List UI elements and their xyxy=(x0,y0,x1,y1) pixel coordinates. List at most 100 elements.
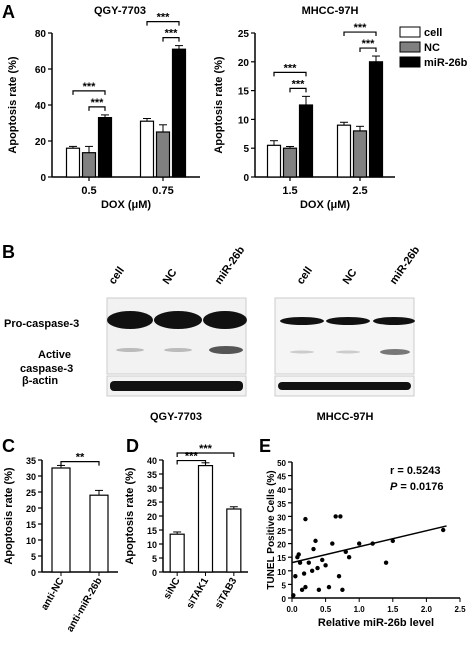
A1-ytick-label: 0 xyxy=(40,173,46,184)
A2-bar xyxy=(298,104,314,178)
A2-xtick-label: 2.5 xyxy=(352,185,367,197)
E-ytick-label: 30 xyxy=(277,513,286,522)
band-pro-nc-left xyxy=(154,311,202,329)
C-ytick-label: 10 xyxy=(26,536,36,546)
band-actin-right xyxy=(278,382,411,390)
blot-label-pro-caspase: Pro-caspase-3 xyxy=(4,318,79,330)
A2-ytick-label: 5 xyxy=(243,144,249,155)
legend-label-mir26b: miR-26b xyxy=(424,57,468,69)
E-ytick-label: 40 xyxy=(277,486,286,495)
E-data-point xyxy=(441,527,446,533)
A2-ytick-label: 15 xyxy=(238,87,250,98)
E-data-point xyxy=(303,516,308,522)
D-bar xyxy=(197,465,214,573)
E-ytick-label: 20 xyxy=(277,541,286,550)
band-active-nc-right xyxy=(336,350,360,354)
band-active-mir26b-left xyxy=(209,346,243,354)
D-ytick-label: 5 xyxy=(152,554,157,564)
A2-sig-bracket xyxy=(343,31,377,37)
C-xtick-label: anti-NC xyxy=(39,576,66,612)
D-sig-label: *** xyxy=(199,443,213,455)
D-ytick-label: 20 xyxy=(147,512,157,522)
E-xtick-label: 2.5 xyxy=(454,605,466,614)
C-sig-bracket xyxy=(60,461,100,466)
D-ytick-label: 10 xyxy=(147,540,157,550)
C-ytick-label: 5 xyxy=(31,552,36,562)
E-data-point xyxy=(323,563,328,568)
D-bar xyxy=(226,508,242,573)
E-ylabel: TUNEL Positive Cells (%) xyxy=(266,470,277,589)
A1-sig-label: *** xyxy=(83,81,97,93)
E-ytick-label: 45 xyxy=(277,473,286,482)
E-xtick-label: 1.0 xyxy=(354,605,366,614)
E-xtick-label: 0.0 xyxy=(286,605,298,614)
A2-sig-label: *** xyxy=(284,62,298,74)
chart-title-mhcc: MHCC-97H xyxy=(302,5,359,17)
E-p-symbol: P xyxy=(390,481,398,493)
blot-label-actin: β-actin xyxy=(22,375,58,387)
E-xtick-label: 0.5 xyxy=(320,605,332,614)
A2-sig-label: *** xyxy=(362,38,376,50)
C-ytick-label: 25 xyxy=(26,488,36,498)
panel-label-d: D xyxy=(126,436,139,456)
D-ylabel: Apoptosis rate (%) xyxy=(124,467,136,565)
C-ytick-label: 20 xyxy=(26,504,36,514)
E-xlabel: Relative miR-26b level xyxy=(318,617,434,629)
C-ytick-label: 15 xyxy=(26,520,36,530)
A1-xtick-label: 0.5 xyxy=(81,185,96,197)
A2-bar xyxy=(352,130,368,178)
band-pro-mir26b-right xyxy=(373,317,415,325)
E-ytick-label: 35 xyxy=(277,500,286,509)
legend-label-cell: cell xyxy=(424,27,442,39)
E-data-point xyxy=(296,552,301,557)
E-ytick-label: 15 xyxy=(277,554,286,563)
E-p-number: = 0.0176 xyxy=(397,481,443,493)
E-data-point xyxy=(301,571,307,576)
blot-label-caspase3: caspase-3 xyxy=(20,363,73,375)
western-blot-panel: cell NC miR-26b cell NC miR-26b Pro-casp… xyxy=(4,244,423,423)
chart-qgy-7703: 0 20 40 60 80 0.5 *** *** 0.75 *** *** Apoptosis ra… xyxy=(7,12,200,211)
blot-membrane-left xyxy=(106,297,247,375)
A2-sig-bracket xyxy=(359,47,377,53)
D-xtick-label: siTAB3 xyxy=(213,576,240,611)
D-ytick-label: 40 xyxy=(147,456,157,466)
blot-title-left: QGY-7703 xyxy=(150,411,202,423)
E-p-value: P = 0.0176 xyxy=(390,481,444,493)
A1-bar xyxy=(97,116,113,178)
C-ytick-label: 0 xyxy=(31,568,36,578)
E-data-point xyxy=(383,560,389,565)
chart-title-qgy: QGY-7703 xyxy=(94,5,146,17)
A2-ytick-label: 25 xyxy=(238,29,250,40)
band-pro-cell-right xyxy=(280,317,324,325)
legend-swatch-mir26b xyxy=(399,56,421,68)
lane-label-mir26b-right: miR-26b xyxy=(388,244,423,287)
A2-sig-label: *** xyxy=(354,22,368,34)
A1-ytick-label: 80 xyxy=(35,29,47,40)
band-active-cell-right xyxy=(290,350,314,354)
chart-mhcc-97h: 0 5 10 15 20 25 1.5 *** *** 2.5 *** *** Apoptosis ra… xyxy=(213,22,395,211)
A2-sig-bracket xyxy=(289,87,307,93)
E-data-point xyxy=(291,593,296,598)
lane-label-nc-left: NC xyxy=(161,267,180,287)
C-sig-label: ** xyxy=(76,452,85,464)
D-sig-bracket xyxy=(176,452,235,457)
A2-bar xyxy=(266,144,282,178)
A2-ylabel: Apoptosis rate (%) xyxy=(213,56,225,154)
A2-ytick-label: 10 xyxy=(238,115,250,126)
E-ytick-label: 0 xyxy=(282,595,287,604)
A1-bar xyxy=(81,152,97,178)
A1-bar xyxy=(139,120,155,178)
A1-bar xyxy=(65,147,81,178)
panel-label-b: B xyxy=(2,242,15,262)
panel-label-a: A xyxy=(2,2,15,22)
band-pro-cell-left xyxy=(107,311,153,329)
A1-bar xyxy=(171,48,187,178)
E-data-point xyxy=(338,514,343,519)
A1-sig-label: *** xyxy=(91,97,105,109)
lane-label-mir26b-left: miR-26b xyxy=(213,244,248,287)
A1-ytick-label: 40 xyxy=(35,101,47,112)
legend: cell NC miR-26b xyxy=(399,26,468,69)
D-ytick-label: 0 xyxy=(152,568,157,578)
A2-bar xyxy=(368,61,384,178)
